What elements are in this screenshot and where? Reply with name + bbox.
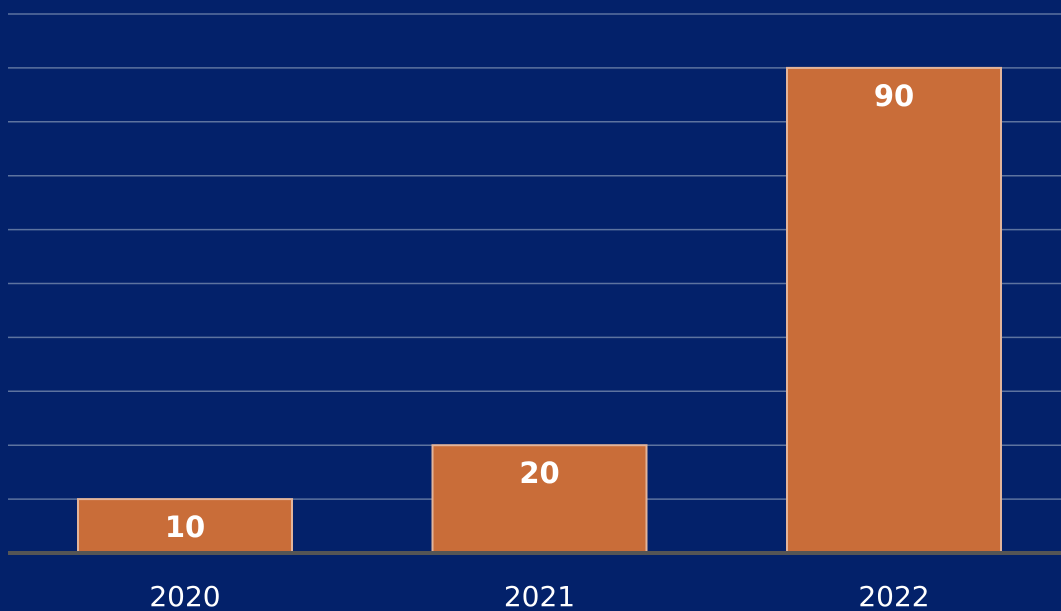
data-label-2020: 10 <box>165 510 205 544</box>
bar-2020 <box>77 498 293 555</box>
bar-2021 <box>431 444 648 555</box>
bar-2022 <box>786 66 1002 555</box>
data-labels: 10 20 90 <box>165 79 914 544</box>
x-tick-label-2021: 2021 <box>504 580 575 611</box>
data-label-2021: 20 <box>519 456 559 490</box>
x-tick-label-2020: 2020 <box>149 580 220 611</box>
data-label-2022: 90 <box>874 79 914 113</box>
x-tick-labels: 2020 2021 2022 <box>149 580 929 611</box>
x-tick-label-2022: 2022 <box>858 580 929 611</box>
gridlines <box>8 13 1061 500</box>
